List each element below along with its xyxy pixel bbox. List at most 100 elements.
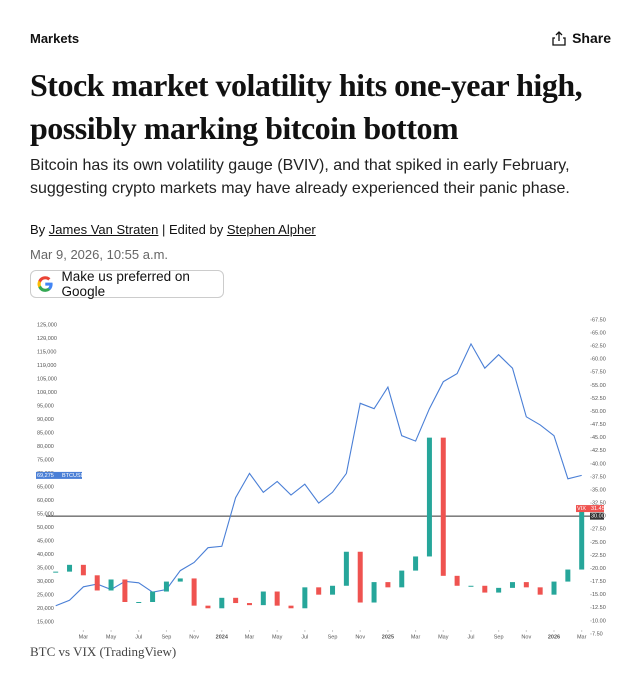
y2-tick-label: 47.50 bbox=[592, 422, 606, 428]
byline: By James Van Straten | Edited by Stephen… bbox=[30, 222, 316, 237]
series-name-tag: BTCUSD bbox=[62, 473, 85, 479]
last-tag bbox=[576, 505, 604, 513]
candle bbox=[108, 579, 114, 591]
last-tag bbox=[36, 471, 82, 479]
share-text: Share bbox=[572, 30, 611, 46]
y2-tick-label: 62.50 bbox=[592, 343, 606, 349]
y2-tick-label: 20.00 bbox=[592, 566, 606, 572]
candle bbox=[426, 437, 432, 557]
candle bbox=[316, 587, 322, 595]
candle bbox=[454, 575, 460, 586]
candle bbox=[509, 582, 515, 588]
y2-tick-label: 32.50 bbox=[592, 501, 606, 507]
y2-tick-label: 50.00 bbox=[592, 409, 606, 415]
y-tick-label: 40,000 bbox=[37, 552, 54, 558]
y-tick-label: 125,000 bbox=[37, 322, 57, 328]
x-tick-label: 2025 bbox=[382, 634, 394, 640]
y-tick-label: 90,000 bbox=[37, 417, 54, 423]
x-tick-label: Mar bbox=[79, 634, 89, 640]
byline-separator: | Edited by bbox=[162, 222, 224, 237]
y-tick-label: 75,000 bbox=[37, 457, 54, 463]
subheadline: Bitcoin has its own volatility gauge (BV… bbox=[30, 157, 570, 197]
y-tick-label: 80,000 bbox=[37, 444, 54, 450]
y-tick-label: 110,000 bbox=[37, 363, 56, 369]
candle bbox=[233, 597, 239, 604]
y2-tick-label: 60.00 bbox=[592, 357, 606, 363]
x-tick-label: 2026 bbox=[548, 634, 560, 640]
candle bbox=[579, 508, 585, 570]
y2-tick-label: 45.00 bbox=[592, 435, 606, 441]
y-tick-label: 105,000 bbox=[37, 376, 57, 382]
candle bbox=[136, 601, 142, 603]
candle bbox=[150, 591, 156, 602]
candle bbox=[413, 556, 419, 571]
price-line bbox=[55, 342, 582, 607]
candle bbox=[246, 603, 252, 606]
share-button[interactable]: Share bbox=[552, 30, 611, 46]
y2-tick-label: 10.00 bbox=[592, 618, 606, 624]
y-tick-label: 25,000 bbox=[37, 592, 54, 598]
y2-tick-label: 12.50 bbox=[592, 605, 606, 611]
y-tick-label: 60,000 bbox=[37, 498, 54, 504]
candle bbox=[537, 587, 543, 595]
reference-tag bbox=[590, 512, 604, 520]
y2-tick-label: 35.00 bbox=[592, 487, 606, 493]
y2-tick-label: 17.50 bbox=[592, 579, 606, 585]
x-tick-label: May bbox=[106, 634, 117, 640]
y-tick-label: 120,000 bbox=[37, 336, 57, 342]
candle bbox=[399, 570, 405, 588]
google-logo bbox=[37, 276, 53, 292]
y-tick-label: 30,000 bbox=[37, 579, 54, 585]
candle bbox=[288, 605, 294, 609]
y-tick-label: 115,000 bbox=[37, 349, 56, 355]
candle bbox=[523, 582, 529, 588]
x-tick-label: Sep bbox=[494, 634, 504, 640]
y2-tick-label: 65.00 bbox=[592, 330, 606, 336]
y2-tick-label: 15.00 bbox=[592, 592, 606, 598]
y-tick-label: 55,000 bbox=[37, 511, 54, 517]
y-tick-label: 15,000 bbox=[37, 619, 54, 625]
y2-tick-label: 55.00 bbox=[592, 383, 606, 389]
x-tick-label: Nov bbox=[521, 634, 531, 640]
x-tick-label: Mar bbox=[577, 634, 587, 640]
x-tick-label: Jul bbox=[301, 634, 308, 640]
y2-tick-label: 57.50 bbox=[592, 370, 606, 376]
y-tick-label: 20,000 bbox=[37, 606, 54, 612]
y-tick-label: 85,000 bbox=[37, 430, 54, 436]
editor-link[interactable]: Stephen Alpher bbox=[226, 222, 316, 237]
candle bbox=[565, 569, 571, 582]
candle bbox=[330, 585, 336, 595]
x-tick-label: Nov bbox=[189, 634, 199, 640]
y2-tick-label: 22.50 bbox=[592, 553, 606, 559]
candle bbox=[496, 587, 502, 593]
last-value-label: 69,275 bbox=[37, 473, 54, 479]
candle bbox=[122, 579, 128, 602]
candle bbox=[205, 605, 211, 609]
y2-tick-label: 7.50 bbox=[592, 631, 603, 637]
candle bbox=[219, 597, 225, 609]
date: Mar 9, 2026, 10:55 a.m. bbox=[30, 247, 169, 262]
candle bbox=[191, 578, 197, 606]
last-value-label: 31.45 bbox=[591, 506, 605, 512]
author-link[interactable]: James Van Straten bbox=[48, 222, 159, 237]
candle bbox=[343, 551, 349, 586]
candle bbox=[94, 575, 100, 591]
y2-tick-label: 37.50 bbox=[592, 474, 606, 480]
candle bbox=[67, 564, 73, 572]
candle bbox=[177, 578, 183, 582]
candle bbox=[482, 585, 488, 593]
google-preferred-button[interactable]: Make us preferred on Google bbox=[30, 269, 224, 299]
x-tick-label: Jul bbox=[467, 634, 474, 640]
x-tick-label: May bbox=[272, 634, 283, 640]
y2-tick-label: 42.50 bbox=[592, 448, 606, 454]
candle bbox=[440, 437, 446, 576]
y2-tick-label: 27.50 bbox=[592, 527, 606, 533]
series-name-tag: VIX bbox=[577, 506, 586, 512]
candle bbox=[302, 587, 308, 609]
y-tick-label: 50,000 bbox=[37, 525, 54, 531]
section-label[interactable]: Markets bbox=[30, 31, 80, 46]
x-tick-label: May bbox=[438, 634, 449, 640]
x-tick-label: Mar bbox=[245, 634, 255, 640]
x-tick-label: Sep bbox=[162, 634, 172, 640]
